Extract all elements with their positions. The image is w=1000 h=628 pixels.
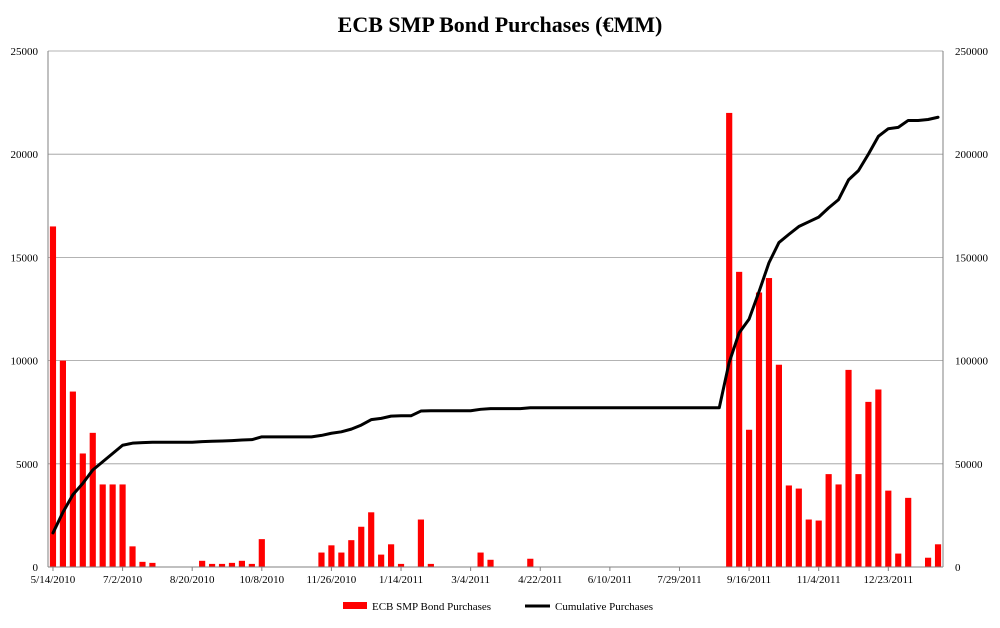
legend-label-bar: ECB SMP Bond Purchases [372,601,491,613]
bar [487,559,494,567]
bar [815,520,822,567]
bar [835,484,842,567]
y-left-tick-label: 5000 [16,459,39,471]
legend-swatch-bar [343,602,367,609]
bar [218,563,226,567]
bar [925,557,932,567]
bar [934,544,942,567]
bar [885,490,892,567]
y-right-tick-label: 250000 [955,46,989,58]
x-tick-label: 7/2/2010 [103,574,143,586]
y-left-tick-label: 20000 [11,149,39,161]
x-tick-label: 1/14/2011 [379,574,423,586]
y-right-tick-label: 50000 [955,459,983,471]
bar [736,271,743,567]
bar [477,552,484,567]
y-axis-left-labels: 0 5000 10000 15000 20000 25000 [11,46,39,574]
cumulative-line [51,115,940,535]
x-tick-label: 11/4/2011 [797,574,841,586]
bar [875,389,882,567]
bar [397,563,405,567]
bar [845,369,852,567]
bar [417,519,424,567]
bar [59,360,66,567]
chart-title: ECB SMP Bond Purchases (€MM) [338,12,663,37]
bar [527,558,534,567]
bar [238,560,245,567]
bar [109,484,116,567]
y-right-tick-label: 200000 [955,149,989,161]
x-tick-label: 5/14/2010 [31,574,76,586]
bar [149,562,156,567]
bar [199,560,206,567]
bar [775,364,782,567]
legend-label-line: Cumulative Purchases [555,601,653,613]
x-tick-label: 9/16/2011 [727,574,771,586]
x-axis-labels: 5/14/2010 7/2/2010 8/20/2010 10/8/2010 11/26… [31,567,913,586]
bar [865,401,872,567]
line-series [51,115,940,535]
bar [746,429,753,567]
y-left-tick-label: 10000 [11,356,39,368]
bar [209,563,216,567]
x-tick-label: 10/8/2010 [239,574,284,586]
bar [348,540,355,567]
bar [805,519,812,567]
x-tick-label: 6/10/2011 [588,574,632,586]
bar [69,391,76,567]
bar [795,488,802,567]
y-right-tick-label: 0 [955,562,961,574]
bar [99,484,106,567]
bar-series [49,112,942,568]
y-left-tick-label: 25000 [11,46,39,58]
bar [358,526,365,567]
gridlines [48,50,943,465]
bar [328,545,335,567]
bar [139,561,146,567]
y-axis-right-labels: 0 50000 100000 150000 200000 250000 [955,46,989,574]
bar [318,552,325,567]
bar [49,226,57,567]
bar [338,552,345,567]
legend: ECB SMP Bond Purchases Cumulative Purcha… [343,601,653,613]
bar [129,546,136,567]
y-right-tick-label: 150000 [955,252,989,264]
x-tick-label: 3/4/2011 [451,574,490,586]
bar [368,512,375,567]
x-tick-label: 4/22/2011 [518,574,562,586]
bar [825,474,832,567]
x-tick-label: 11/26/2010 [307,574,357,586]
x-tick-label: 12/23/2011 [863,574,913,586]
bar [755,292,763,567]
bar [79,453,86,567]
bar [765,278,773,567]
y-left-tick-label: 15000 [11,252,39,264]
y-right-tick-label: 100000 [955,356,989,368]
bar [228,562,236,567]
bar [248,563,255,567]
bar [726,112,733,568]
bar [785,485,792,567]
x-tick-label: 7/29/2011 [657,574,701,586]
bar [89,432,96,567]
bar [378,554,385,567]
bar [905,497,912,567]
bar [855,474,862,567]
bar [388,544,395,567]
axes [47,51,944,568]
y-left-tick-label: 0 [33,562,39,574]
bar [895,553,902,567]
bar [427,563,434,567]
bar [258,539,265,567]
bar [119,484,126,567]
x-tick-label: 8/20/2010 [170,574,215,586]
